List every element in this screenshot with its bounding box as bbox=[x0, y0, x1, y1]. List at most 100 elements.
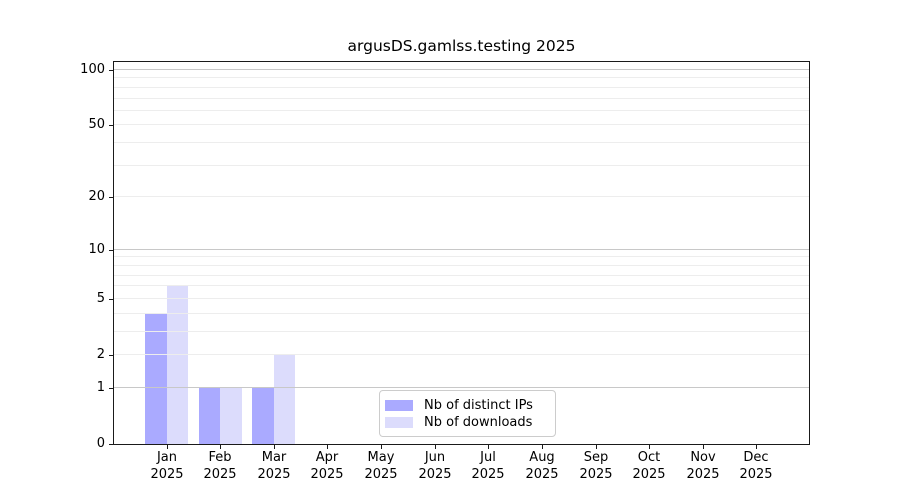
bar-downloads-feb bbox=[220, 387, 242, 444]
gridline-minor bbox=[113, 256, 810, 258]
gridline-minor bbox=[113, 196, 810, 198]
y-tick-label: 0 bbox=[96, 436, 105, 451]
x-tick-label: Dec 2025 bbox=[716, 449, 796, 483]
x-tick-label-year: 2025 bbox=[739, 467, 773, 482]
x-tick-label-year: 2025 bbox=[471, 467, 505, 482]
x-tick-label-year: 2025 bbox=[310, 467, 344, 482]
top-spine bbox=[113, 61, 810, 62]
x-tick-mark bbox=[274, 445, 275, 449]
gridline-minor bbox=[113, 142, 810, 144]
x-tick-mark bbox=[220, 445, 221, 449]
gridline-minor bbox=[113, 285, 810, 287]
x-tick-label-month: Apr bbox=[315, 450, 339, 465]
x-tick-mark bbox=[649, 445, 650, 449]
x-tick-label-year: 2025 bbox=[150, 467, 184, 482]
gridline-minor bbox=[113, 330, 810, 332]
x-tick-label-month: May bbox=[367, 450, 395, 465]
x-tick-label-year: 2025 bbox=[364, 467, 398, 482]
x-tick-label: Jul 2025 bbox=[448, 449, 528, 483]
gridline-minor bbox=[113, 109, 810, 111]
plot-area bbox=[113, 61, 810, 444]
y-axis-spine bbox=[113, 61, 114, 445]
x-tick-label-month: Jan bbox=[156, 450, 178, 465]
y-tick-label: 5 bbox=[96, 291, 105, 306]
x-tick-label-month: Sep bbox=[583, 450, 609, 465]
x-tick-label: Nov 2025 bbox=[663, 449, 743, 483]
bar-downloads-jan bbox=[166, 286, 189, 444]
x-tick-label: Jun 2025 bbox=[395, 449, 475, 483]
y-tick-label: 2 bbox=[96, 347, 105, 362]
gridline-major bbox=[113, 248, 810, 250]
gridline-minor bbox=[113, 297, 810, 299]
x-tick-mark bbox=[542, 445, 543, 449]
x-tick-label: May 2025 bbox=[341, 449, 421, 483]
x-tick-label: Aug 2025 bbox=[502, 449, 582, 483]
x-tick-mark bbox=[435, 445, 436, 449]
y-tick-mark bbox=[109, 355, 113, 356]
y-tick-label: 1 bbox=[96, 380, 105, 395]
x-tick-label-year: 2025 bbox=[418, 467, 452, 482]
x-tick-mark bbox=[703, 445, 704, 449]
legend-swatch bbox=[385, 399, 413, 411]
y-tick-label: 100 bbox=[80, 62, 105, 77]
x-tick-mark bbox=[756, 445, 757, 449]
gridline-minor bbox=[113, 86, 810, 88]
gridline-minor bbox=[113, 124, 810, 126]
x-tick-label-year: 2025 bbox=[203, 467, 237, 482]
y-tick-mark bbox=[109, 299, 113, 300]
gridline-minor bbox=[113, 274, 810, 276]
x-tick-label-year: 2025 bbox=[686, 467, 720, 482]
gridline-minor bbox=[113, 97, 810, 99]
gridline-minor bbox=[113, 354, 810, 355]
x-tick-label: Sep 2025 bbox=[556, 449, 636, 483]
y-tick-mark bbox=[109, 250, 113, 251]
bar-downloads-mar bbox=[273, 355, 296, 444]
y-tick-mark bbox=[109, 197, 113, 198]
legend: Nb of distinct IPs Nb of downloads bbox=[379, 390, 556, 437]
x-tick-label-month: Feb bbox=[208, 450, 232, 465]
x-tick-label-month: Dec bbox=[743, 450, 769, 465]
x-tick-label: Jan 2025 bbox=[127, 449, 207, 483]
x-tick-label-month: Mar bbox=[261, 450, 287, 465]
x-tick-label-month: Nov bbox=[690, 450, 716, 465]
x-tick-label: Apr 2025 bbox=[287, 449, 367, 483]
x-axis-spine bbox=[113, 444, 810, 445]
y-tick-label: 50 bbox=[88, 117, 105, 132]
gridline-major bbox=[113, 69, 810, 70]
x-tick-label-year: 2025 bbox=[525, 467, 559, 482]
y-tick-mark bbox=[109, 70, 113, 71]
x-tick-label-month: Jun bbox=[424, 450, 446, 465]
gridline-minor bbox=[113, 312, 810, 314]
y-tick-mark bbox=[109, 388, 113, 389]
bar-distinct-ips-jan bbox=[145, 313, 167, 444]
legend-item: Nb of distinct IPs bbox=[385, 397, 555, 414]
gridline-minor bbox=[113, 164, 810, 166]
x-tick-label-month: Aug bbox=[529, 450, 555, 465]
x-tick-label-year: 2025 bbox=[257, 467, 291, 482]
gridline-minor bbox=[113, 77, 810, 79]
x-tick-label: Oct 2025 bbox=[609, 449, 689, 483]
x-tick-label-month: Oct bbox=[637, 450, 661, 465]
y-tick-label: 10 bbox=[88, 242, 105, 257]
legend-item-label: Nb of distinct IPs bbox=[424, 397, 533, 413]
bar-distinct-ips-mar bbox=[252, 387, 274, 444]
bar-distinct-ips-feb bbox=[198, 387, 221, 444]
x-tick-label: Feb 2025 bbox=[180, 449, 260, 483]
right-spine bbox=[809, 61, 810, 445]
legend-swatch bbox=[385, 416, 413, 428]
chart-title: argusDS.gamlss.testing 2025 bbox=[347, 37, 576, 55]
x-tick-label: Mar 2025 bbox=[234, 449, 314, 483]
x-tick-mark bbox=[381, 445, 382, 449]
x-tick-mark bbox=[596, 445, 597, 449]
legend-item: Nb of downloads bbox=[385, 414, 555, 431]
x-tick-label-year: 2025 bbox=[632, 467, 666, 482]
x-tick-mark bbox=[167, 445, 168, 449]
gridline-minor bbox=[113, 264, 810, 266]
x-tick-mark bbox=[488, 445, 489, 449]
x-tick-mark bbox=[327, 445, 328, 449]
x-tick-label-year: 2025 bbox=[579, 467, 613, 482]
y-tick-mark bbox=[109, 444, 113, 445]
y-tick-label: 20 bbox=[88, 189, 105, 204]
x-tick-label-month: Jul bbox=[480, 450, 496, 465]
